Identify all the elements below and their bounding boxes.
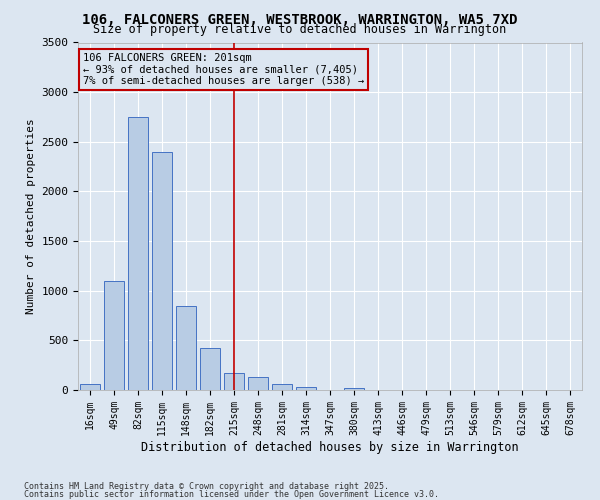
Text: Contains public sector information licensed under the Open Government Licence v3: Contains public sector information licen… xyxy=(24,490,439,499)
Text: Contains HM Land Registry data © Crown copyright and database right 2025.: Contains HM Land Registry data © Crown c… xyxy=(24,482,389,491)
Text: 106, FALCONERS GREEN, WESTBROOK, WARRINGTON, WA5 7XD: 106, FALCONERS GREEN, WESTBROOK, WARRING… xyxy=(82,12,518,26)
Bar xyxy=(176,306,196,390)
Bar xyxy=(128,117,148,390)
Bar xyxy=(224,372,244,390)
Y-axis label: Number of detached properties: Number of detached properties xyxy=(26,118,36,314)
Bar xyxy=(296,387,316,390)
Bar xyxy=(344,388,364,390)
X-axis label: Distribution of detached houses by size in Warrington: Distribution of detached houses by size … xyxy=(141,440,519,454)
Bar xyxy=(248,377,268,390)
Bar xyxy=(200,348,220,390)
Bar xyxy=(80,384,100,390)
Bar xyxy=(152,152,172,390)
Bar xyxy=(104,281,124,390)
Text: Size of property relative to detached houses in Warrington: Size of property relative to detached ho… xyxy=(94,22,506,36)
Text: 106 FALCONERS GREEN: 201sqm
← 93% of detached houses are smaller (7,405)
7% of s: 106 FALCONERS GREEN: 201sqm ← 93% of det… xyxy=(83,53,364,86)
Bar xyxy=(272,384,292,390)
